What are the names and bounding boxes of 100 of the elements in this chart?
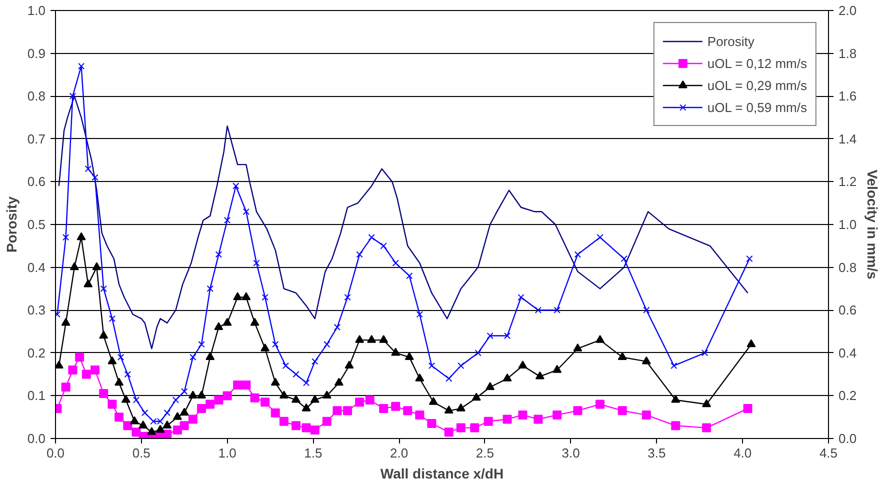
- x-tick-label: 3.5: [648, 446, 666, 460]
- point: [474, 350, 482, 356]
- point: [100, 285, 107, 292]
- point: [428, 397, 438, 405]
- y2-tick-label: 1.2: [838, 174, 857, 190]
- point: [379, 404, 388, 414]
- point: [403, 406, 412, 416]
- point: [233, 292, 242, 300]
- point: [355, 334, 364, 343]
- point: [82, 370, 91, 379]
- point: [502, 373, 512, 382]
- point: [322, 390, 332, 399]
- point: [324, 341, 330, 348]
- x-tick-label: 1.0: [218, 446, 236, 460]
- point: [181, 388, 188, 395]
- point: [214, 395, 224, 404]
- point: [596, 234, 604, 241]
- y-tick-label: 0.5: [27, 217, 46, 232]
- point: [141, 409, 148, 416]
- point: [224, 216, 231, 224]
- point: [108, 356, 117, 364]
- point: [272, 341, 279, 348]
- x-tick-label: 2.5: [476, 446, 494, 460]
- point: [162, 430, 172, 438]
- point: [62, 234, 70, 241]
- point: [206, 352, 215, 360]
- point: [415, 373, 424, 382]
- point: [69, 92, 76, 100]
- point: [232, 182, 240, 190]
- point: [108, 315, 116, 322]
- point: [61, 382, 70, 392]
- legend-label: uOL = 0,59 mm/s: [707, 100, 807, 114]
- y2-tick-label: 1.8: [838, 46, 857, 61]
- point: [262, 294, 268, 301]
- point: [368, 234, 375, 241]
- point: [180, 421, 189, 430]
- point: [198, 341, 205, 348]
- point: [222, 318, 232, 326]
- point: [534, 306, 542, 314]
- legend-label: Porosity: [707, 34, 754, 48]
- point: [334, 324, 341, 331]
- point: [68, 366, 78, 375]
- point: [222, 391, 232, 400]
- point: [518, 294, 524, 301]
- point: [312, 358, 318, 365]
- point: [415, 410, 424, 420]
- point: [365, 395, 374, 404]
- point: [444, 406, 454, 414]
- point: [391, 348, 400, 356]
- point: [618, 352, 627, 360]
- point: [671, 421, 680, 430]
- point: [518, 360, 528, 369]
- point: [310, 425, 320, 434]
- y-tick-label: 0.2: [27, 345, 46, 360]
- point: [233, 380, 242, 390]
- y2-tick-label: 0.6: [838, 302, 857, 318]
- point: [56, 311, 61, 318]
- point: [56, 360, 64, 369]
- point: [670, 362, 678, 370]
- point: [470, 423, 480, 432]
- point: [392, 260, 399, 266]
- point: [253, 260, 260, 266]
- point: [344, 294, 351, 301]
- point: [343, 406, 352, 416]
- point: [206, 285, 214, 292]
- point: [75, 352, 84, 362]
- point: [427, 419, 436, 428]
- point: [552, 364, 562, 373]
- point: [92, 174, 98, 181]
- point: [620, 255, 628, 262]
- x-tick-label: 0.5: [132, 446, 150, 460]
- point: [188, 390, 198, 399]
- point: [123, 421, 132, 430]
- point: [270, 378, 280, 386]
- point: [99, 330, 108, 339]
- point: [535, 371, 544, 380]
- legend-label: uOL = 0,12 mm/s: [707, 56, 807, 70]
- point: [197, 390, 206, 399]
- y2-tick-label: 0.4: [838, 345, 857, 360]
- point: [456, 403, 466, 412]
- y-tick-label: 0.1: [27, 388, 46, 404]
- point: [302, 423, 311, 432]
- point: [406, 272, 413, 280]
- point: [76, 232, 86, 240]
- point: [404, 352, 414, 360]
- y-tick-label: 1.0: [27, 3, 46, 18]
- point: [117, 354, 124, 361]
- point: [292, 370, 300, 378]
- point: [379, 334, 388, 343]
- point: [380, 242, 387, 250]
- point: [322, 416, 332, 426]
- point: [643, 306, 650, 314]
- point: [484, 416, 493, 426]
- point: [172, 412, 182, 420]
- point: [502, 414, 512, 424]
- point: [206, 400, 215, 409]
- point: [355, 398, 364, 407]
- y-axis-title: Porosity: [3, 196, 20, 253]
- point: [197, 404, 206, 414]
- point: [190, 354, 196, 361]
